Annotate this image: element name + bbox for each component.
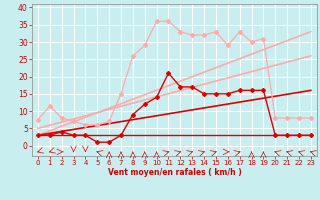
X-axis label: Vent moyen/en rafales ( km/h ): Vent moyen/en rafales ( km/h ) — [108, 168, 241, 177]
